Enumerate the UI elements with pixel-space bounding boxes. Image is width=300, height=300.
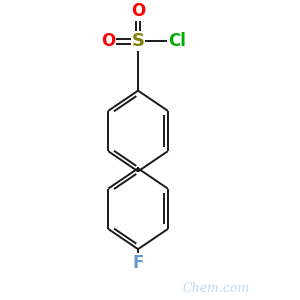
Text: Cl: Cl — [168, 32, 186, 50]
Text: Chem.com: Chem.com — [182, 281, 249, 295]
Text: O: O — [101, 32, 115, 50]
Text: O: O — [131, 2, 145, 20]
Text: F: F — [132, 254, 144, 272]
Text: S: S — [131, 32, 145, 50]
